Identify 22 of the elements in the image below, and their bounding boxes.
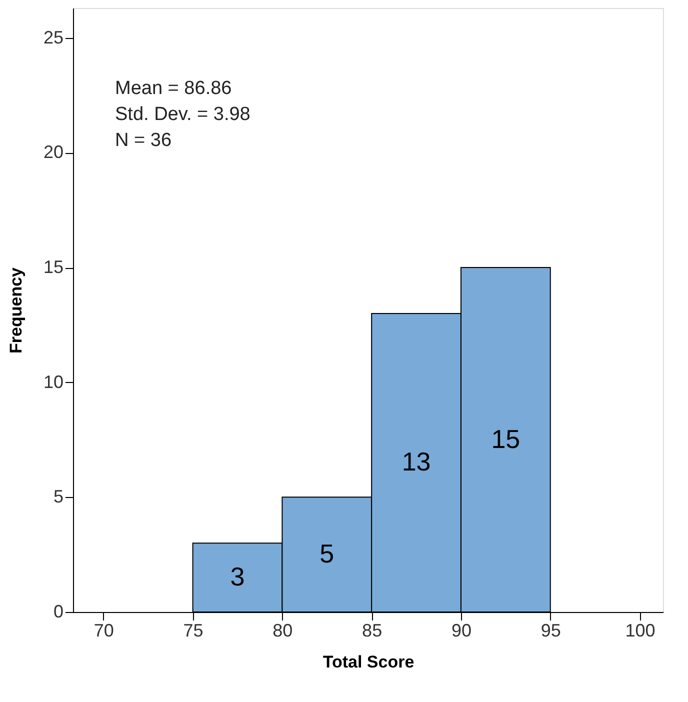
x-tick-label: 75	[183, 620, 204, 640]
x-tick-label: 95	[540, 620, 561, 640]
data-label: 5	[320, 538, 334, 569]
x-axis-title: Total Score	[322, 652, 414, 672]
y-axis-title: Frequency	[6, 266, 26, 354]
data-label: 15	[491, 424, 520, 454]
x-tick-label: 70	[94, 620, 114, 640]
y-tick-label: 25	[43, 27, 64, 48]
y-tick-label: 0	[53, 602, 64, 622]
x-tick-label: 80	[272, 620, 293, 640]
annotation: Mean = 86.86	[115, 78, 232, 99]
data-label: 3	[230, 562, 245, 592]
annotation: Std. Dev. = 3.98	[115, 104, 250, 125]
x-tick-label: 90	[451, 620, 472, 640]
y-tick-label: 15	[43, 257, 64, 278]
annotation: N = 36	[115, 130, 172, 151]
y-tick-label: 5	[53, 486, 64, 507]
y-tick-label: 10	[43, 372, 64, 392]
y-tick-label: 20	[43, 142, 64, 162]
x-tick-label: 100	[625, 620, 656, 640]
data-label: 13	[402, 446, 431, 477]
x-tick-label: 85	[362, 620, 382, 640]
